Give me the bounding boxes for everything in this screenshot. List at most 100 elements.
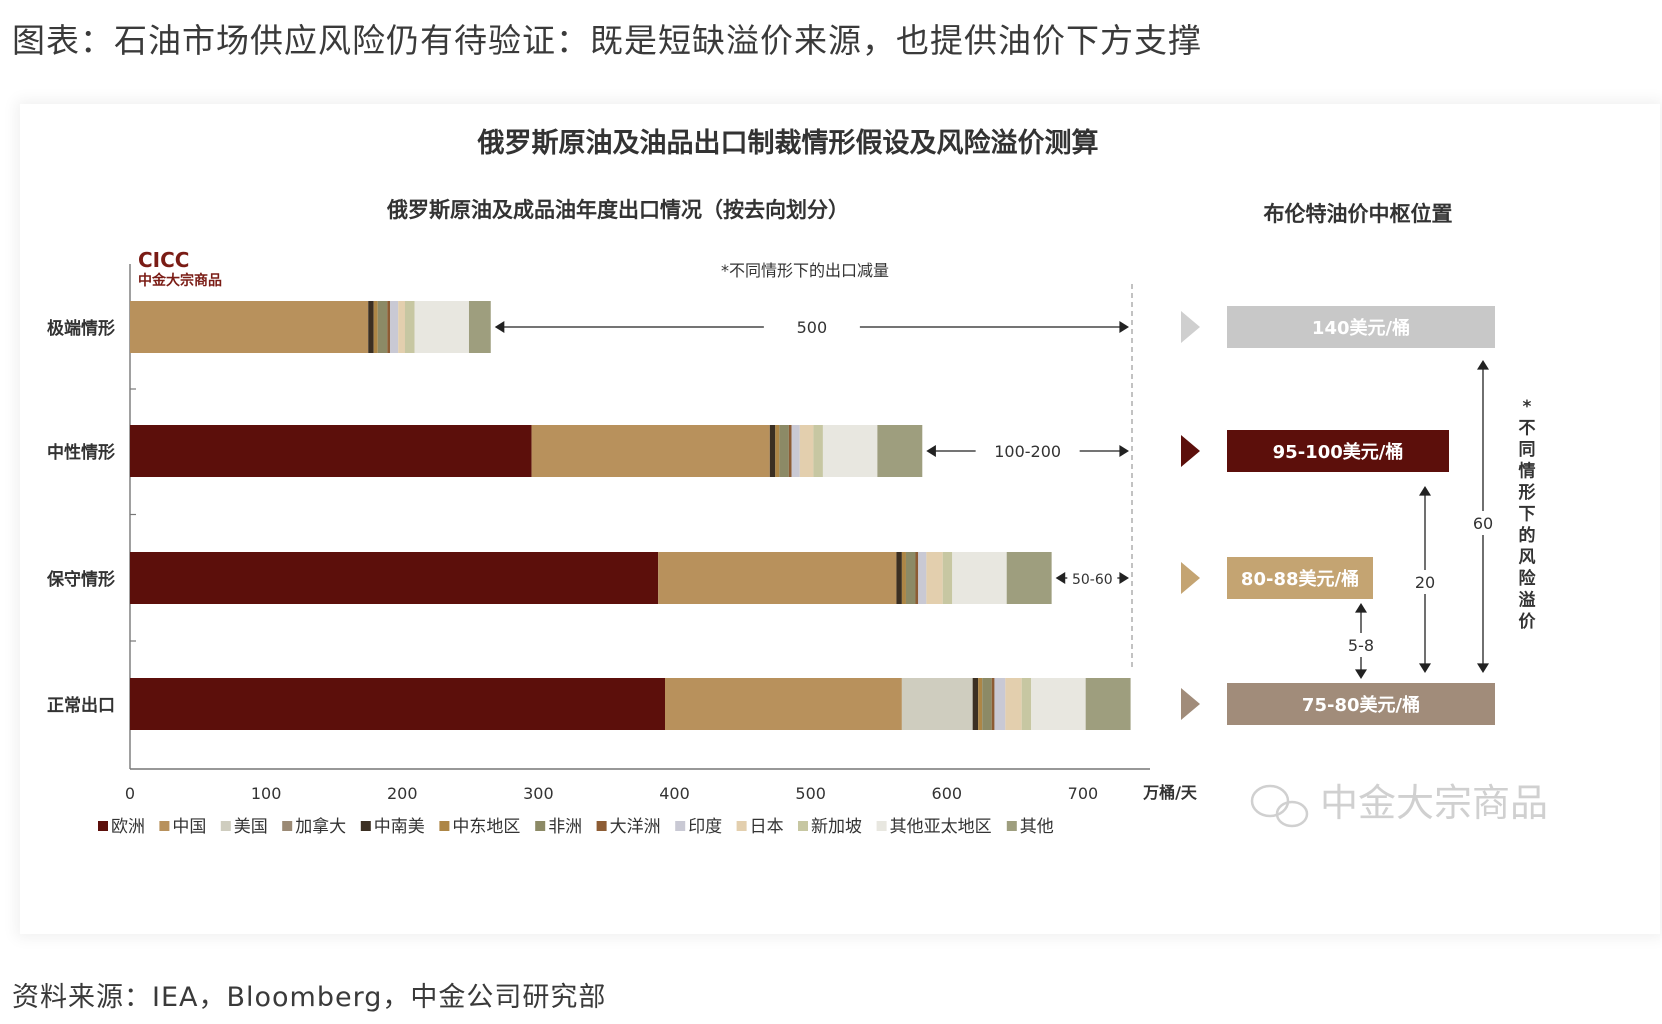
- bar-segment: [942, 552, 953, 604]
- brent-level-box: [1227, 557, 1373, 599]
- premium-label: 60: [1473, 514, 1493, 533]
- bar-segment: [926, 552, 943, 604]
- legend-swatch: [220, 821, 231, 831]
- legend-label: 中东地区: [452, 817, 520, 837]
- legend-swatch: [596, 821, 607, 831]
- brent-level-box: [1227, 306, 1495, 348]
- bar-segment: [769, 425, 776, 477]
- bar-segment: [978, 678, 983, 730]
- bar-segment: [658, 552, 897, 604]
- bar-segment: [877, 425, 923, 477]
- bar-segment: [414, 301, 469, 353]
- bar-segment: [1031, 678, 1086, 730]
- bar-segment: [1006, 552, 1052, 604]
- bar-segment: [665, 678, 902, 730]
- reduction-arrowhead: [926, 445, 936, 457]
- premium-arrowhead: [1477, 360, 1489, 370]
- bar-segment: [982, 678, 992, 730]
- chart-svg: 俄罗斯原油及油品出口制裁情形假设及风险溢价测算 俄罗斯原油及成品油年度出口情况（…: [46, 127, 1548, 837]
- bar-segment: [775, 425, 780, 477]
- premium-label: 20: [1415, 573, 1435, 592]
- legend-swatch: [98, 821, 108, 831]
- bar-segment: [398, 301, 405, 353]
- legend-swatch: [360, 821, 371, 831]
- reduction-note: *不同情形下的出口减量: [721, 261, 889, 280]
- premium-arrowhead: [1419, 486, 1431, 496]
- premium-label: 5-8: [1348, 636, 1374, 655]
- watermark: 中金大宗商品: [1320, 781, 1548, 825]
- premium-arrowhead: [1477, 663, 1489, 673]
- bar-segment: [901, 552, 906, 604]
- bars: [130, 301, 1131, 730]
- legend-swatch: [159, 821, 170, 831]
- brent-level-label: 140美元/桶: [1312, 317, 1410, 339]
- category-label: 正常出口: [47, 695, 115, 716]
- bar-segment: [905, 552, 916, 604]
- bar-segment: [368, 301, 374, 353]
- legend-label: 日本: [750, 817, 784, 837]
- bar-segment: [377, 301, 388, 353]
- cicc-logo: CICC: [138, 248, 189, 272]
- bar-segment: [991, 678, 995, 730]
- scenario-arrow-icon: [1181, 311, 1200, 343]
- legend-label: 印度: [688, 817, 722, 837]
- legend-label: 中国: [172, 817, 206, 837]
- x-tick-label: 0: [125, 784, 135, 803]
- brent-level-box: [1227, 683, 1495, 725]
- reduction-label: 100-200: [994, 442, 1061, 461]
- side-note-vertical: *不同情形下的风险溢价: [1519, 397, 1537, 632]
- bar-segment: [813, 425, 823, 477]
- cicc-logo-sub: 中金大宗商品: [138, 272, 222, 289]
- x-tick-label: 400: [659, 784, 690, 803]
- bar-segment: [531, 425, 770, 477]
- scenario-arrow-icon: [1181, 688, 1200, 720]
- bar-segment: [994, 678, 1006, 730]
- brent-level-label: 80-88美元/桶: [1241, 568, 1359, 590]
- chart-title: 俄罗斯原油及油品出口制裁情形假设及风险溢价测算: [477, 127, 1099, 159]
- category-label: 保守情形: [46, 569, 115, 590]
- legend-label: 欧洲: [111, 817, 145, 837]
- chart-subtitle: 俄罗斯原油及成品油年度出口情况（按去向划分）: [386, 198, 849, 222]
- reduction-arrowhead: [1119, 572, 1129, 584]
- scenario-arrow-icon: [1181, 435, 1200, 467]
- bar-segment: [130, 678, 666, 730]
- bar-segment: [130, 301, 369, 353]
- bar-segment: [387, 301, 391, 353]
- x-tick-label: 100: [251, 784, 282, 803]
- legend-label: 非洲: [548, 817, 582, 837]
- legend-label: 大洋洲: [610, 817, 661, 837]
- brent-levels: 140美元/桶 95-100美元/桶 80-88美元/桶 75-80美元/桶 5-8 20…: [1181, 306, 1495, 725]
- page-title: 图表：石油市场供应风险仍有待验证：既是短缺溢价来源，也提供油价下方支撑: [12, 21, 1202, 60]
- bar-segment: [918, 552, 927, 604]
- x-axis-unit: 万桶/天: [1142, 783, 1198, 802]
- reduction-arrowhead: [1119, 321, 1129, 333]
- bar-segment: [468, 301, 491, 353]
- reduction-arrowhead: [1055, 572, 1066, 584]
- legend-swatch: [282, 821, 293, 831]
- legend-label: 美国: [234, 817, 268, 837]
- bar-segment: [1005, 678, 1022, 730]
- x-tick-label: 300: [523, 784, 554, 803]
- x-tick-label: 700: [1068, 784, 1099, 803]
- legend-label: 其他亚太地区: [890, 817, 992, 837]
- reduction-arrowhead: [494, 321, 505, 333]
- bar-segment: [373, 301, 378, 353]
- x-tick-label: 200: [387, 784, 418, 803]
- reduction-arrowhead: [1119, 445, 1129, 457]
- legend: 欧洲 中国 美国 加拿大 中南美 中东地区 非洲 大洋洲 印度 日本 新加坡 其他亚太地区 其他: [98, 816, 1054, 837]
- legend-label: 中南美: [374, 817, 425, 837]
- bar-segment: [1085, 678, 1131, 730]
- legend-label: 新加坡: [811, 817, 862, 837]
- bar-segment: [915, 552, 919, 604]
- premium-arrowhead: [1355, 669, 1367, 679]
- legend-swatch: [439, 821, 450, 831]
- category-label: 中性情形: [47, 442, 115, 463]
- legend-swatch: [876, 821, 887, 831]
- bar-segment: [952, 552, 1007, 604]
- watermark-icon: [1250, 784, 1309, 828]
- bar-segment: [896, 552, 902, 604]
- bar-segment: [791, 425, 800, 477]
- bar-segment: [130, 425, 532, 477]
- legend-swatch: [675, 821, 686, 831]
- x-tick-label: 500: [795, 784, 826, 803]
